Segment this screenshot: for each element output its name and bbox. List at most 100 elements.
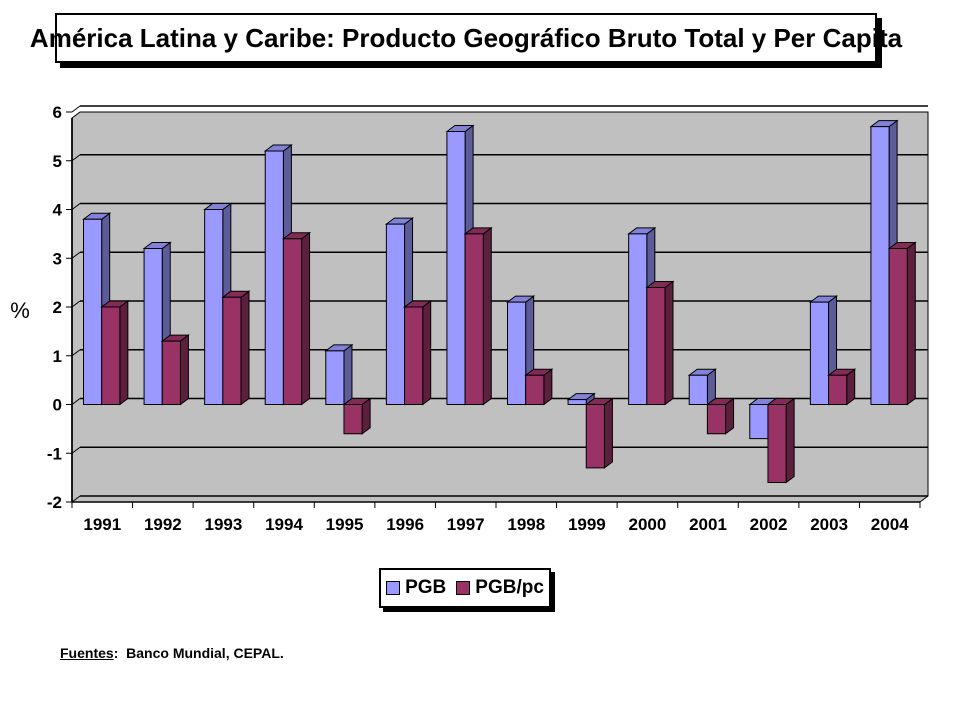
legend-swatch-pgb <box>386 581 401 595</box>
bar-pgb-pc-2000 <box>645 280 675 406</box>
bar-front <box>585 404 605 469</box>
gridline-depth <box>71 203 81 210</box>
bar-side <box>301 231 311 406</box>
bar-front <box>525 374 545 405</box>
bar-front <box>870 126 890 405</box>
gridline-depth <box>71 495 81 503</box>
bar-pgb-pc-1991 <box>100 300 130 406</box>
bar-pgb-pc-1999 <box>584 397 614 469</box>
bar-side <box>906 241 916 406</box>
source-label: Fuentes <box>60 645 114 661</box>
bar-front <box>888 248 908 405</box>
bar-front <box>222 296 242 405</box>
bar-side <box>422 300 432 406</box>
bar-side <box>179 334 189 406</box>
x-tick-label: 1996 <box>386 515 424 534</box>
bar-side <box>482 226 492 406</box>
axes <box>71 118 921 508</box>
bar-pgb-pc-1993 <box>221 290 251 406</box>
bar-front <box>83 218 103 405</box>
legend-item-pgb-pc: PGB/pc <box>456 577 544 599</box>
bar-pgb-pc-1996 <box>403 300 433 406</box>
gridline-depth <box>71 251 81 259</box>
bar-side <box>785 397 795 484</box>
bar-side <box>664 280 674 406</box>
x-tick-labels: 1991 1992 1993 1994 1995 1996 1997 1998 1999 2000… <box>83 515 909 534</box>
y-tick-label: 3 <box>53 249 62 268</box>
source-separator: : <box>113 645 119 661</box>
legend-swatch-pgb-pc <box>456 581 471 595</box>
x-tick-label: 1993 <box>205 515 243 534</box>
y-tick-label: 2 <box>53 298 62 317</box>
bar-front <box>161 340 181 405</box>
y-tick-label: 4 <box>53 201 63 220</box>
x-tick-label: 1992 <box>144 515 182 534</box>
x-tick-label: 1997 <box>447 515 485 534</box>
y-tick-label: 5 <box>53 152 62 171</box>
y-tick-labels: 6 5 4 3 2 1 0 -1 -2 <box>47 103 63 512</box>
y-tick-label: -1 <box>47 444 62 463</box>
bar-front <box>567 399 587 405</box>
bar-pgb-1995 <box>324 343 354 406</box>
x-tick-label: 2002 <box>750 515 788 534</box>
source-note: Fuentes: Banco Mundial, CEPAL. <box>60 645 284 661</box>
bar-front <box>464 233 484 405</box>
bar-front <box>828 374 848 405</box>
bar-front <box>385 223 406 405</box>
bar-front <box>809 301 830 405</box>
bar-pgb-pc-1998 <box>524 368 554 406</box>
bar-pgb-pc-1992 <box>160 334 190 406</box>
bar-pgb-pc-1997 <box>463 226 493 406</box>
bar-front <box>507 301 527 405</box>
bar-pgb-pc-2003 <box>827 368 857 406</box>
gridline-depth <box>71 105 81 113</box>
bar-front <box>767 404 787 483</box>
bar-side <box>343 343 353 406</box>
plot-background <box>71 111 929 503</box>
x-tick-label: 1994 <box>265 515 303 534</box>
chart-title: América Latina y Caribe: Producto Geográ… <box>30 13 902 63</box>
bar-front <box>688 374 708 405</box>
y-axis-label: % <box>10 298 30 323</box>
bar-front <box>204 209 224 405</box>
gridline-depth <box>71 446 81 454</box>
plot-area <box>71 111 929 503</box>
x-tick-label: 2003 <box>810 515 848 534</box>
bar-pgb-pc-2002 <box>766 397 796 484</box>
x-tick-label: 1991 <box>83 515 121 534</box>
bar-front <box>646 287 666 405</box>
legend-item-pgb: PGB <box>386 577 446 599</box>
y-tick-label: 6 <box>53 103 62 122</box>
x-tick-label: 2000 <box>629 515 667 534</box>
y-tick-label: -2 <box>47 493 62 512</box>
x-tick-label: 2004 <box>871 515 909 534</box>
bar-pgb-pc-2004 <box>887 241 917 406</box>
gridline-depth <box>71 349 81 357</box>
bar-side <box>119 300 129 406</box>
bar-pgb-pc-2001 <box>705 397 736 435</box>
y-tick-label: 1 <box>53 347 62 366</box>
legend-label-pgb-pc: PGB/pc <box>475 577 544 598</box>
y-tick-label: 0 <box>53 396 62 415</box>
bar-front <box>264 150 284 405</box>
bar-front <box>282 238 303 405</box>
legend-label-pgb: PGB <box>405 577 447 598</box>
bar-front <box>706 404 727 435</box>
x-tick-label: 1995 <box>326 515 364 534</box>
gridline-depth <box>71 300 81 308</box>
bar-front <box>628 233 648 405</box>
legend: PGB PGB/pc <box>379 568 551 608</box>
bar-pgb-pc-1995 <box>342 397 372 435</box>
x-tick-label: 1998 <box>507 515 545 534</box>
bar-pgb-1999 <box>566 392 596 406</box>
bar-front <box>404 306 424 405</box>
bar-pgb-2001 <box>687 368 717 406</box>
bar-front <box>101 306 121 405</box>
bars <box>82 119 917 484</box>
bar-front <box>143 248 163 405</box>
bar-side <box>240 290 250 406</box>
x-tick-label: 1999 <box>568 515 606 534</box>
gridline-depth <box>71 154 81 162</box>
bar-front <box>343 404 363 435</box>
